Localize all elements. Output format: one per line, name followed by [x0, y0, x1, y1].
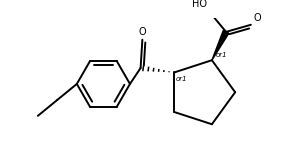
- Text: O: O: [254, 13, 261, 23]
- Text: HO: HO: [191, 0, 207, 9]
- Text: or1: or1: [176, 76, 188, 82]
- Text: or1: or1: [215, 52, 227, 58]
- Text: O: O: [139, 27, 146, 37]
- Polygon shape: [212, 30, 229, 60]
